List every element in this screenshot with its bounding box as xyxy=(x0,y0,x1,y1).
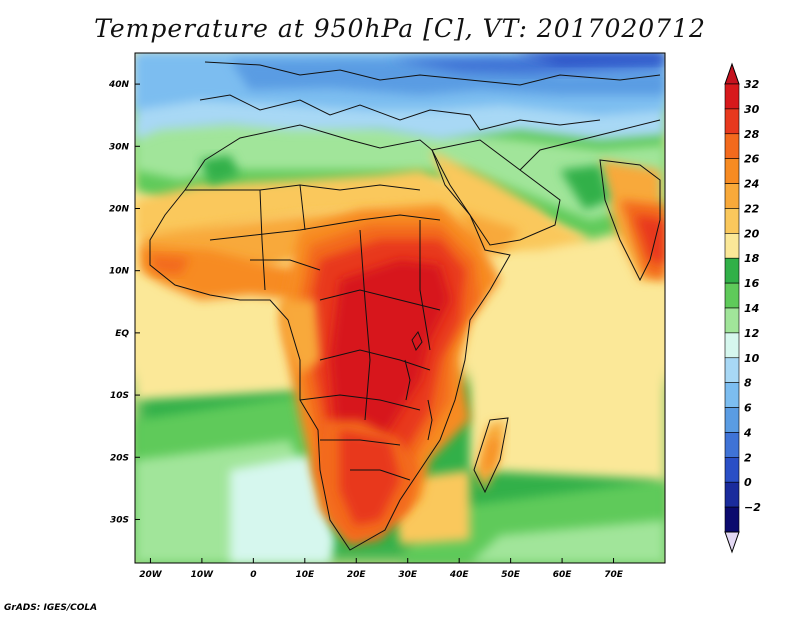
lat-tick-label: 40N xyxy=(108,80,130,90)
longitude-axis: 20W 10W 0 10E 20E 30E 40E 50E 60E 70E xyxy=(139,558,624,580)
colorbar-label: 30 xyxy=(744,103,760,116)
colorbar-label: 24 xyxy=(744,178,759,191)
lon-tick-label: 10W xyxy=(191,570,215,580)
lat-tick-label: 30S xyxy=(110,515,129,525)
lat-tick-label: 10S xyxy=(110,391,129,401)
colorbar-swatch xyxy=(724,506,740,533)
colorbar-label: 12 xyxy=(744,327,760,340)
colorbar-under-arrow xyxy=(724,531,740,554)
colorbar-label: −2 xyxy=(744,501,761,514)
colorbar-label: 16 xyxy=(744,277,760,290)
lon-tick-label: 20W xyxy=(139,570,163,580)
lon-tick-label: 70E xyxy=(604,570,624,580)
colorbar-swatch xyxy=(724,83,740,110)
colorbar-label: 14 xyxy=(744,302,759,315)
colorbar-over-arrow xyxy=(724,62,740,85)
colorbar-swatch xyxy=(724,108,740,135)
colorbar-label: 10 xyxy=(744,352,760,365)
colorbar-swatch xyxy=(724,183,740,209)
lon-tick-label: 20E xyxy=(347,570,367,580)
map-title: Temperature at 950hPa [C], VT: 201702071… xyxy=(94,14,706,43)
colorbar-label: 28 xyxy=(744,128,760,141)
colorbar-swatch xyxy=(724,257,740,284)
colorbar-swatch xyxy=(724,457,740,483)
colorbar-label: 0 xyxy=(744,476,752,489)
colorbar-swatch xyxy=(724,307,740,334)
colorbar-label: 2 xyxy=(744,451,752,464)
colorbar-label: 22 xyxy=(744,202,760,215)
colorbar-swatch xyxy=(724,158,740,184)
colorbar-label: 6 xyxy=(744,402,752,415)
map-field xyxy=(135,53,665,563)
colorbar-label: 26 xyxy=(744,153,760,166)
lon-tick-label: 60E xyxy=(553,570,573,580)
colorbar-swatch xyxy=(724,382,740,408)
lon-tick-label: 10E xyxy=(295,570,315,580)
lat-tick-label: 10N xyxy=(109,267,130,277)
colorbar-label: 18 xyxy=(744,252,760,265)
colorbar-label: 4 xyxy=(743,426,752,439)
coastlines xyxy=(149,61,661,551)
lat-tick-label: 20N xyxy=(109,204,130,214)
latitude-axis: 40N 30N 20N 10N EQ 10S 20S 30S xyxy=(108,80,140,525)
colorbar-swatch xyxy=(724,332,740,359)
colorbar-swatch xyxy=(724,357,740,383)
lat-tick-label: EQ xyxy=(115,329,129,339)
lat-tick-label: 30N xyxy=(109,142,130,152)
colorbar-swatch xyxy=(724,407,740,433)
colorbar-swatch xyxy=(724,233,740,259)
map-frame xyxy=(134,52,666,564)
footer-credit: GrADS: IGES/COLA xyxy=(4,603,98,613)
lon-tick-label: 30E xyxy=(398,570,418,580)
lon-tick-label: 0 xyxy=(250,570,256,580)
colorbar-swatch xyxy=(724,432,740,458)
colorbar-label: 32 xyxy=(744,78,760,91)
colorbar-label: 8 xyxy=(744,377,752,390)
colorbar-swatch xyxy=(724,208,740,234)
colorbar-label: 20 xyxy=(744,227,760,240)
colorbar-swatch xyxy=(724,282,740,309)
lat-tick-label: 20S xyxy=(110,453,129,463)
colorbar-swatch xyxy=(724,481,740,508)
lon-tick-label: 50E xyxy=(501,570,521,580)
colorbar-swatch xyxy=(724,133,740,159)
lon-tick-label: 40E xyxy=(449,570,470,580)
